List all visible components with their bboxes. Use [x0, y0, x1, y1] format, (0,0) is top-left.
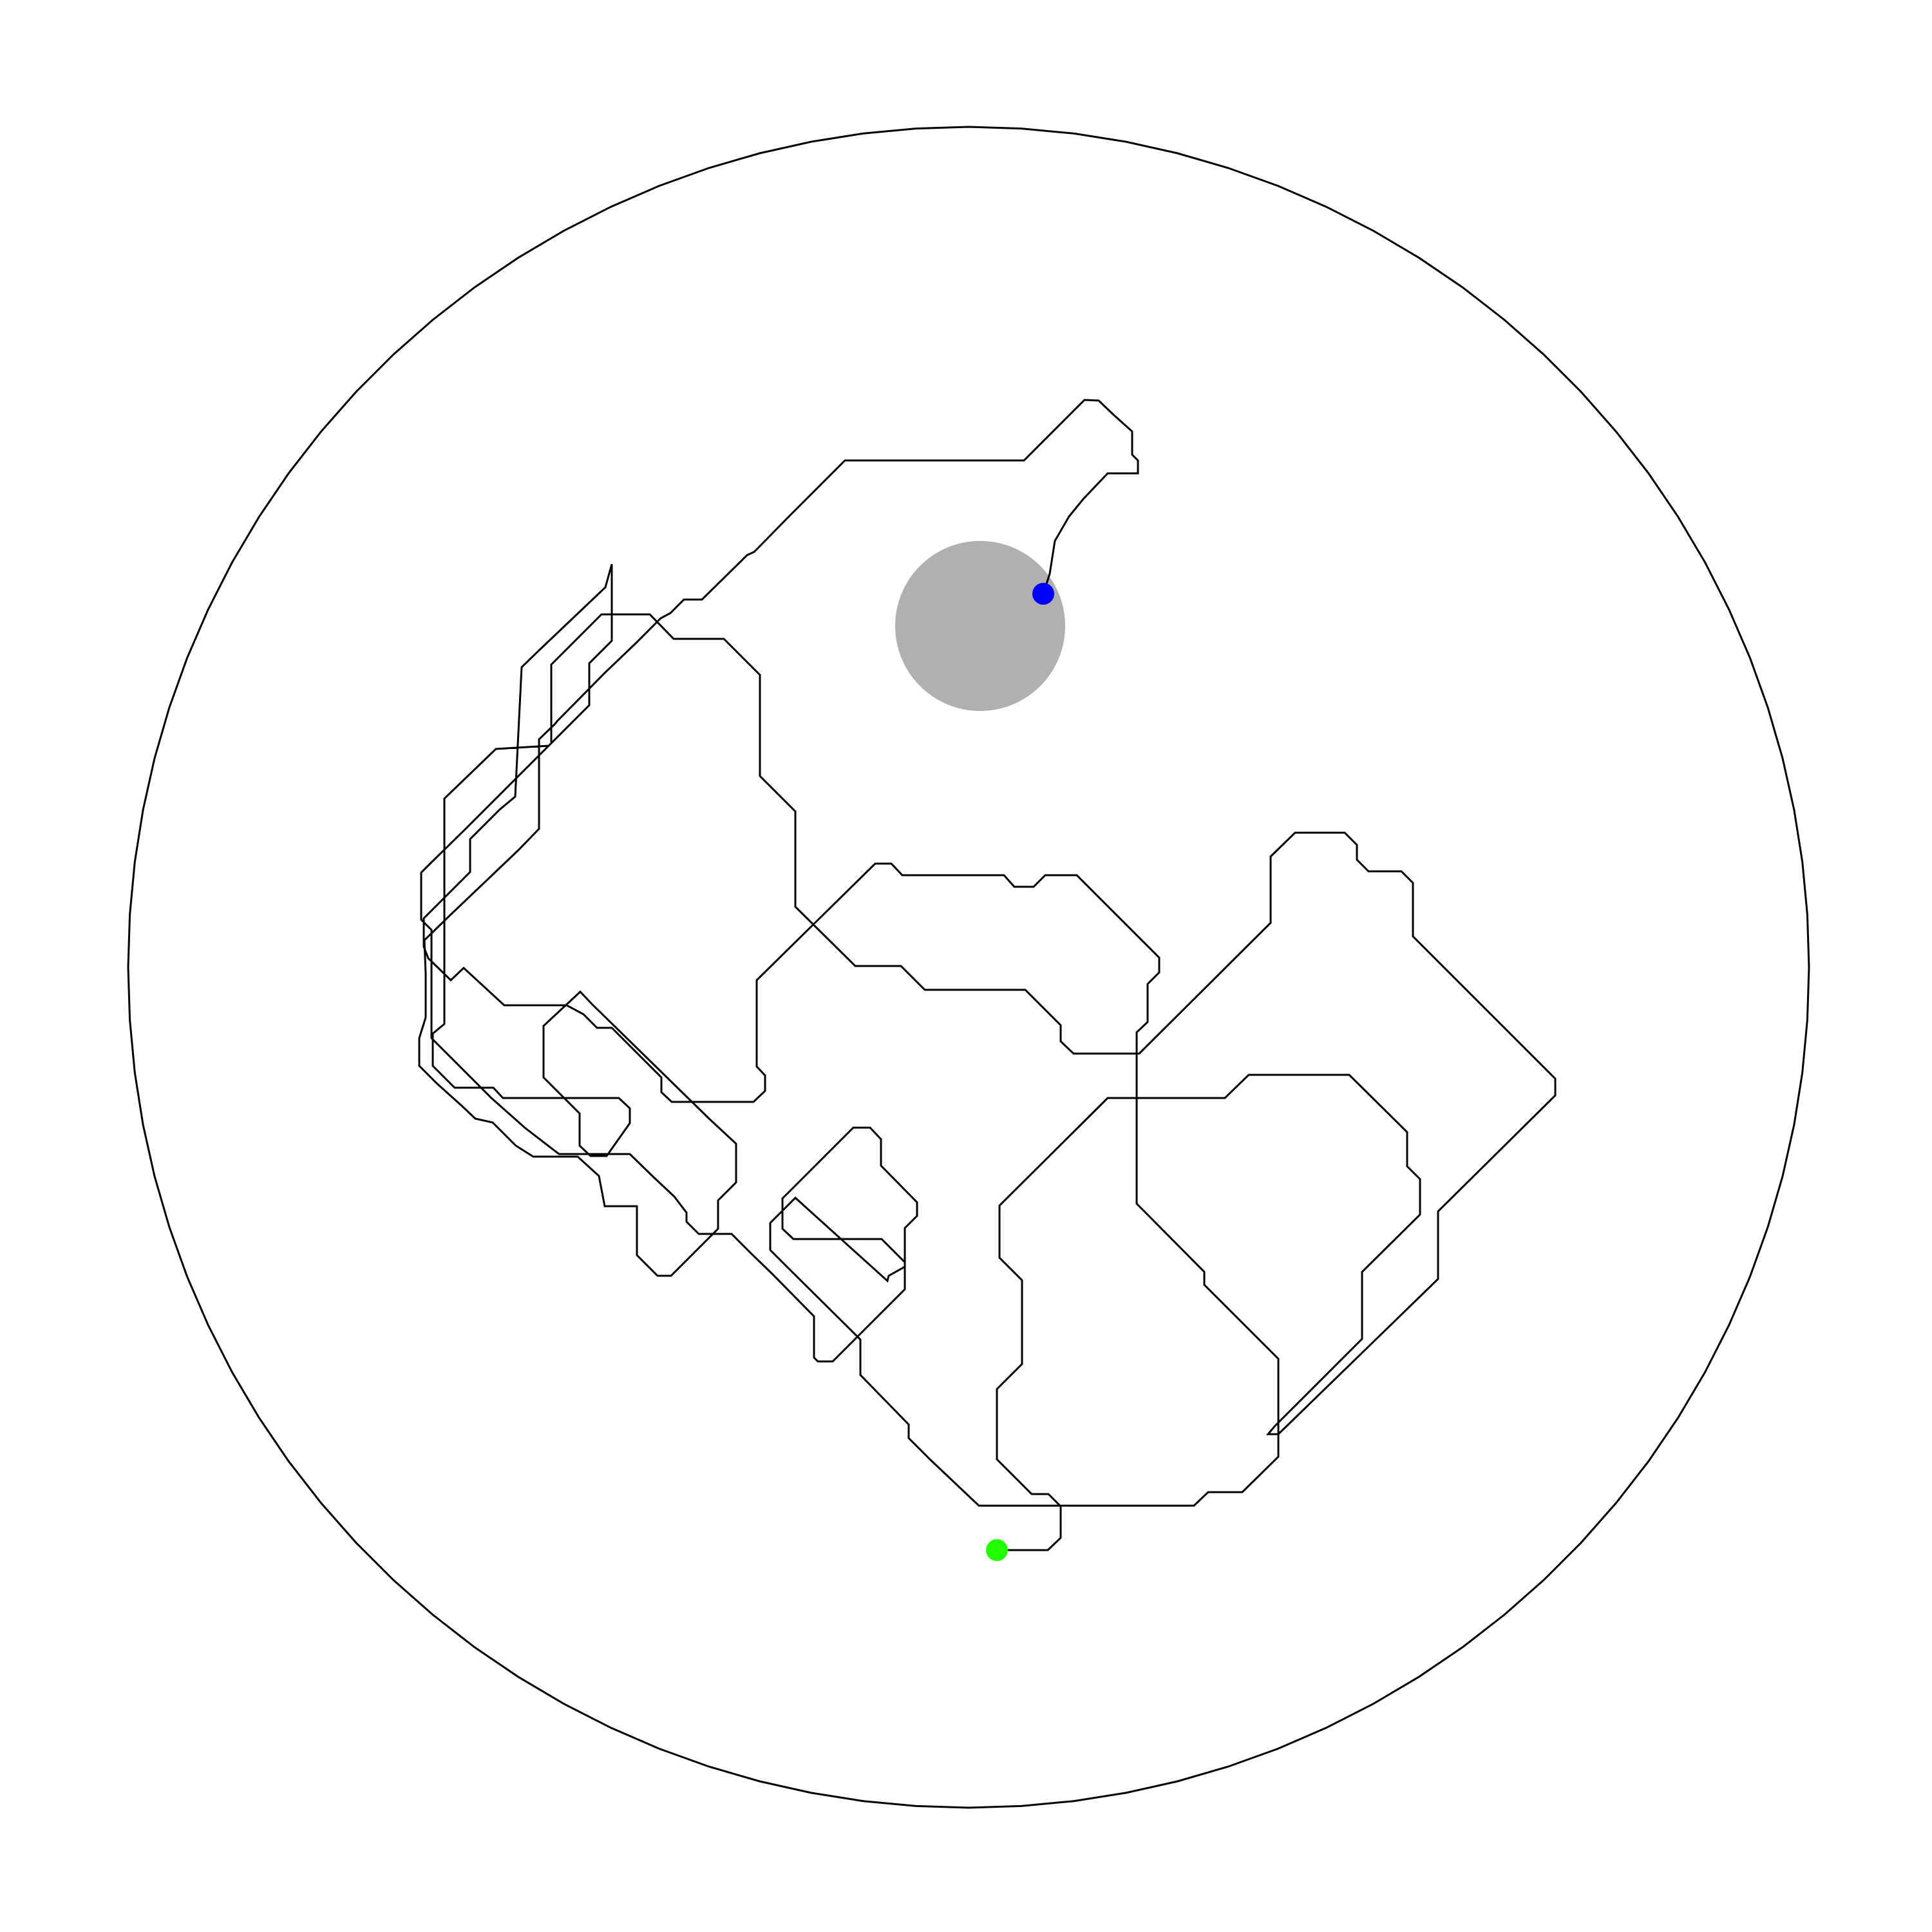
trajectory-path: [418, 399, 1557, 1551]
arena-boundary: [127, 126, 1810, 1809]
goal-region: [895, 541, 1065, 711]
start-marker: [986, 1539, 1008, 1561]
end-marker: [1032, 583, 1054, 605]
